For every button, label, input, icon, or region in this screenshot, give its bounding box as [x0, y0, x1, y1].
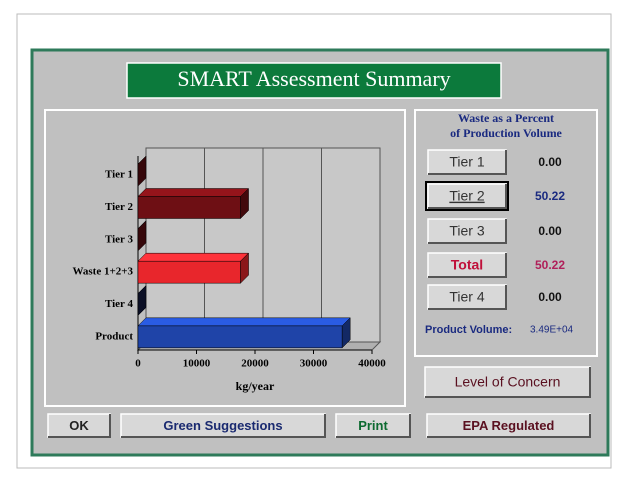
button[interactable]: Tier 1	[427, 149, 507, 175]
x-tick-label: 40000	[358, 358, 386, 370]
button-label[interactable]: Tier 2	[449, 188, 484, 204]
button-shadow	[425, 367, 591, 398]
button-label[interactable]: Tier 4	[449, 289, 484, 305]
bar-side	[341, 317, 351, 349]
button[interactable]: EPA Regulated	[426, 413, 591, 438]
bar-side	[240, 187, 249, 220]
y-tick-label: Tier 2	[105, 201, 134, 213]
bar	[137, 220, 147, 252]
x-tick-label: 10000	[183, 358, 211, 370]
summary-value: 0.00	[538, 224, 562, 238]
button-face	[427, 252, 507, 278]
button[interactable]: Tier 2	[425, 181, 509, 211]
button-face	[424, 366, 591, 398]
bar	[137, 252, 250, 284]
bar	[137, 187, 250, 220]
y-tick-label: Tier 1	[105, 169, 133, 181]
y-tick-label: Waste 1+2+3	[72, 266, 133, 278]
x-axis-label: kg/year	[236, 379, 275, 393]
bar-front	[137, 196, 241, 219]
summary-heading: Waste as a Percent	[458, 111, 554, 125]
y-tick-label: Tier 3	[105, 233, 134, 245]
button[interactable]: Total	[427, 252, 507, 278]
button-label[interactable]: EPA Regulated	[463, 418, 555, 433]
button-face	[427, 218, 507, 244]
bar-top	[137, 317, 351, 327]
bar-side	[137, 284, 147, 317]
button-label[interactable]: Tier 3	[449, 223, 484, 239]
summary-value: 0.00	[538, 290, 562, 304]
bar	[137, 317, 351, 349]
button-face	[427, 149, 507, 175]
button-shadow	[428, 184, 507, 209]
button[interactable]: Print	[335, 413, 411, 438]
button-shadow	[48, 414, 111, 438]
x-tick-label: 30000	[300, 358, 328, 370]
bar-side	[137, 220, 147, 252]
button-label[interactable]: Green Suggestions	[163, 418, 282, 433]
window-title: SMART Assessment Summary	[177, 66, 450, 91]
button-shadow	[121, 414, 326, 438]
button-focus	[425, 181, 509, 211]
bar	[137, 284, 147, 317]
button-label[interactable]: OK	[69, 418, 89, 433]
summary-value: 50.22	[535, 189, 565, 203]
button[interactable]: Green Suggestions	[120, 413, 326, 438]
summary-value: 50.22	[535, 258, 565, 272]
bar-top	[137, 188, 250, 197]
button-label[interactable]: Total	[451, 257, 483, 273]
button[interactable]: OK	[47, 413, 111, 438]
bar-side	[240, 252, 249, 284]
button-shadow	[427, 414, 591, 438]
summary-value: 0.00	[538, 155, 562, 169]
bar-front	[137, 260, 241, 284]
y-tick-label: Product	[95, 330, 133, 342]
button-label[interactable]: Print	[358, 418, 388, 433]
button-shadow	[428, 285, 507, 310]
button[interactable]: Level of Concern	[424, 366, 591, 398]
title-box	[126, 62, 502, 99]
button-shadow	[428, 253, 507, 278]
bar	[137, 155, 147, 187]
x-tick-label: 0	[135, 358, 141, 370]
button[interactable]: Tier 3	[427, 218, 507, 244]
product-volume-label: Product Volume:	[425, 324, 512, 336]
bar-front	[137, 325, 343, 349]
button-shadow	[428, 150, 507, 175]
button-shadow	[428, 219, 507, 244]
bar-top	[137, 252, 250, 262]
x-tick-label: 20000	[241, 358, 269, 370]
button[interactable]: Tier 4	[427, 284, 507, 310]
product-volume: 3.49E+04	[530, 325, 574, 336]
button-label[interactable]: Level of Concern	[455, 374, 561, 390]
summary-heading: of Production Volume	[450, 126, 562, 140]
y-tick-label: Tier 4	[105, 298, 134, 310]
button-shadow	[336, 414, 411, 438]
bar-side	[137, 155, 147, 187]
button-label[interactable]: Tier 1	[449, 154, 484, 170]
